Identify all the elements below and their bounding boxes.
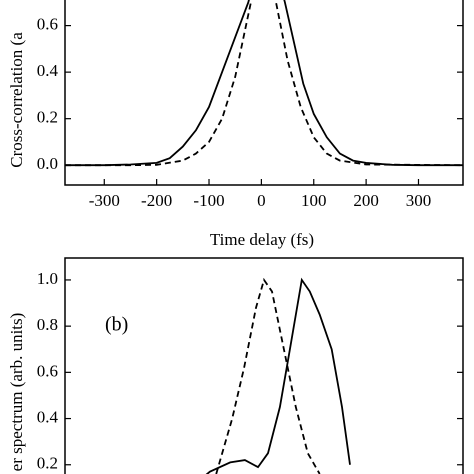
x-tick-label: 300 (406, 191, 432, 210)
x-tick-label: 200 (353, 191, 379, 210)
x-tick-label: 0 (257, 191, 266, 210)
line-series (65, 0, 463, 167)
y-tick-label: 0.4 (37, 407, 59, 426)
axis-frame (64, 257, 464, 474)
line-series (65, 0, 463, 167)
x-tick-label: 100 (301, 191, 327, 210)
y-tick-label: 0.8 (37, 315, 58, 334)
y-tick-label: 0.6 (37, 15, 58, 34)
panel-label: (b) (105, 314, 128, 336)
y-axis-label: Cross-correlation (a (7, 32, 26, 168)
y-axis-label: er spectrum (arb. units) (7, 313, 26, 472)
x-tick-label: -200 (141, 191, 172, 210)
y-tick-label: 0.4 (37, 61, 59, 80)
y-tick-label: 0.2 (37, 454, 58, 473)
y-tick-label: 0.6 (37, 361, 58, 380)
line-series (205, 277, 351, 474)
y-tick-label: 0.2 (37, 108, 58, 127)
axis-frame (64, 0, 464, 186)
y-tick-label: 0.0 (37, 154, 58, 173)
x-tick-label: -300 (89, 191, 120, 210)
y-tick-label: 1.0 (37, 269, 58, 288)
x-tick-label: -100 (193, 191, 224, 210)
line-series (215, 277, 321, 474)
x-axis-label: Time delay (fs) (210, 230, 314, 249)
